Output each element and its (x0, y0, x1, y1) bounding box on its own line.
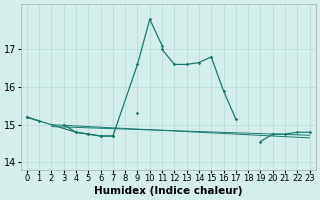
X-axis label: Humidex (Indice chaleur): Humidex (Indice chaleur) (94, 186, 243, 196)
